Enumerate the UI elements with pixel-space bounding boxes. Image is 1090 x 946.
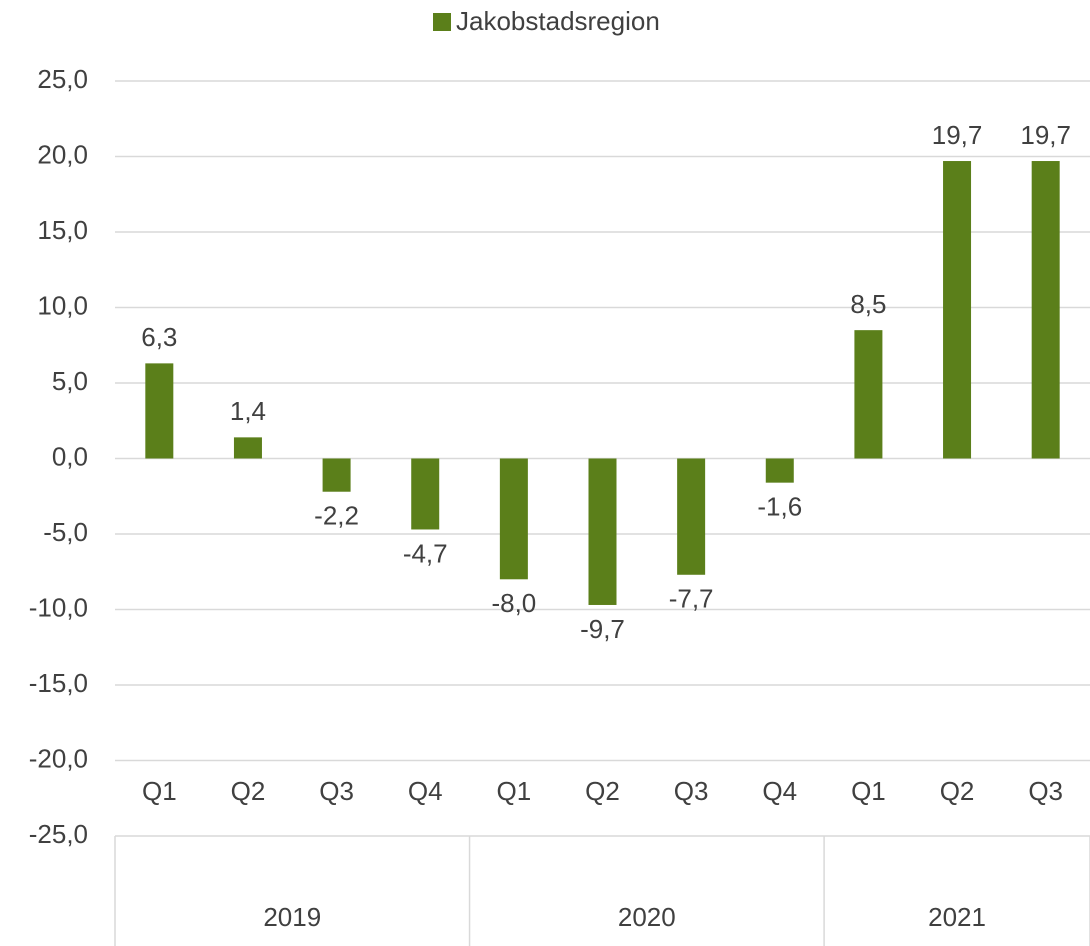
y-tick-label: -20,0 [29,743,88,773]
y-tick-label: 0,0 [52,441,88,471]
bar [145,363,174,459]
y-tick-label: -25,0 [29,819,88,849]
data-label: -1,6 [757,492,802,522]
x-tick-label: Q3 [1028,776,1063,806]
bar [233,437,262,459]
legend-swatch [433,13,451,31]
bar [765,458,794,483]
bar [588,458,617,605]
bar [854,330,883,459]
bar [322,458,351,492]
y-tick-label: 10,0 [37,290,88,320]
x-tick-label: Q2 [231,776,266,806]
x-group-label: 2020 [618,902,676,932]
data-label: 19,7 [932,120,983,150]
x-tick-label: Q1 [497,776,532,806]
x-group-label: 2019 [263,902,321,932]
x-tick-label: Q3 [319,776,354,806]
bar [1031,161,1060,459]
data-label: -8,0 [491,588,536,618]
data-label: 19,7 [1020,120,1071,150]
x-tick-label: Q2 [585,776,620,806]
data-label: -9,7 [580,614,625,644]
legend-label: Jakobstadsregion [456,6,660,36]
bar [411,458,440,530]
data-label: 6,3 [141,322,177,352]
y-tick-label: -10,0 [29,592,88,622]
y-tick-label: 20,0 [37,139,88,169]
data-label: 1,4 [230,396,266,426]
data-label: -2,2 [314,501,359,531]
x-tick-label: Q4 [762,776,797,806]
y-tick-label: 5,0 [52,366,88,396]
x-tick-label: Q4 [408,776,443,806]
data-label: 8,5 [850,289,886,319]
bar [499,458,528,580]
bar [943,161,972,459]
x-tick-label: Q3 [674,776,709,806]
y-tick-label: -5,0 [43,517,88,547]
y-tick-label: 25,0 [37,64,88,94]
x-tick-label: Q2 [940,776,975,806]
x-group-label: 2021 [928,902,986,932]
x-tick-label: Q1 [851,776,886,806]
y-tick-label: -15,0 [29,668,88,698]
x-tick-label: Q1 [142,776,177,806]
y-tick-label: 15,0 [37,215,88,245]
data-label: -4,7 [403,538,448,568]
bar [677,458,706,575]
data-label: -7,7 [669,584,714,614]
